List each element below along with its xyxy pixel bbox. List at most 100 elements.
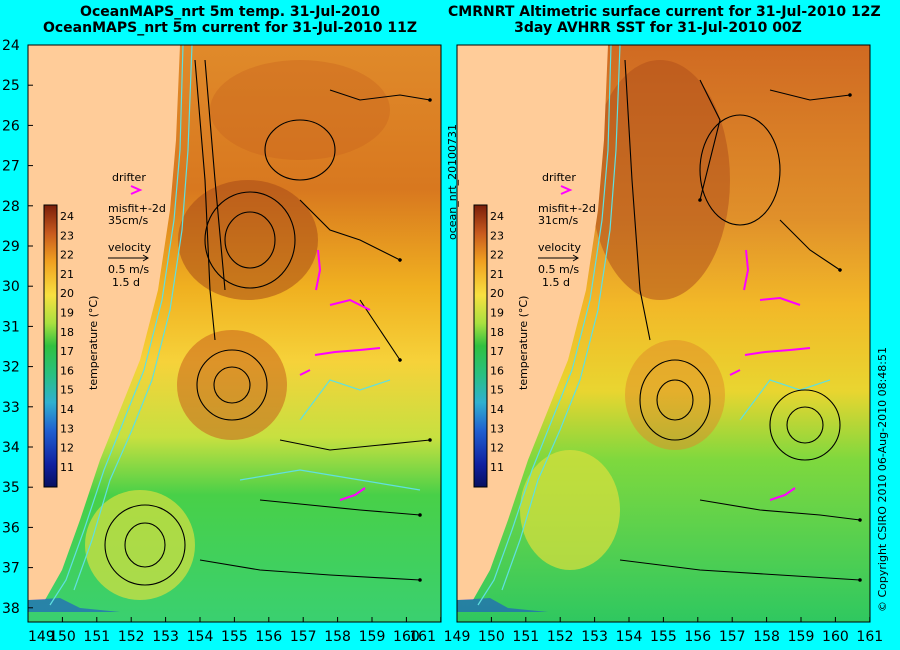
lon-tick-label: 158 [324,629,351,645]
left-drifter-tracks [299,249,381,501]
lon-tick-label: 149 [444,629,471,645]
colorbar-tick-label: 24 [490,210,504,223]
right-current-streamlines [619,59,862,582]
colorbar-tick-label: 23 [490,229,504,242]
left-map-panel: drifter misfit+-2d 35cm/s velocity 0.5 m… [28,44,441,622]
colorbar-tick-label: 12 [60,442,74,455]
lon-tick-label: 159 [788,629,815,645]
left-warm-core [210,60,390,160]
colorbar-tick-label: 16 [490,364,504,377]
colorbar-tick-label: 18 [490,326,504,339]
colorbar-tick-label: 12 [490,442,504,455]
lat-tick-label: 30 [2,279,20,295]
left-cold-corner [28,598,120,612]
lon-tick-label: 150 [49,629,76,645]
left-eddy-southwest [85,490,195,600]
lat-tick-label: 24 [2,38,20,54]
colorbar-tick-label: 13 [490,422,504,435]
left-panel-title: OceanMAPS_nrt 5m temp. 31-Jul-2010 Ocean… [20,4,440,36]
right-drifter-icon [560,185,573,195]
right-misfit-label: misfit+-2d [538,202,596,215]
lon-tick-label: 161 [409,629,436,645]
lon-tick-label: 159 [359,629,386,645]
lat-tick-label: 37 [2,561,20,577]
right-velocity-time: 1.5 d [542,276,570,289]
lon-tick-label: 156 [684,629,711,645]
right-warm-tongue [590,60,730,300]
latitude-axis: 24 25 26 27 28 29 30 31 32 33 34 35 36 37 38 [2,38,33,617]
right-warm-eddy [625,340,725,450]
lat-tick-label: 31 [2,319,20,335]
lat-tick-label: 32 [2,360,20,376]
colorbar-tick-label: 20 [60,287,74,300]
colorbar-tick-label: 13 [60,422,74,435]
lat-tick-label: 25 [2,78,20,94]
colorbar-tick-label: 16 [60,364,74,377]
colorbar-tick-label: 23 [60,229,74,242]
right-drifter-tracks [729,249,811,501]
lon-tick-label: 153 [581,629,608,645]
colorbar-tick-label: 11 [60,461,74,474]
left-title-line2: OceanMAPS_nrt 5m current for 31-Jul-2010… [42,20,417,36]
lon-tick-label: 149 [28,629,55,645]
left-colorbar: 24 23 22 21 20 19 18 17 16 15 14 13 12 11 [43,204,74,488]
lon-tick-label: 151 [83,629,110,645]
lon-tick-label: 155 [221,629,248,645]
right-panel-title: CMRNRT Altimetric surface current for 31… [448,4,881,36]
colorbar-tick-label: 11 [490,461,504,474]
left-drifter-icon [130,185,143,195]
lat-tick-label: 38 [2,601,20,617]
left-current-streamlines [104,59,432,586]
lon-tick-label: 150 [478,629,505,645]
right-drifter-label: drifter [542,171,576,184]
right-title-line1: CMRNRT Altimetric surface current for 31… [448,4,881,20]
right-velocity-scale: 0.5 m/s [538,263,579,276]
lon-tick-label: 161 [856,629,883,645]
lon-tick-label: 156 [255,629,282,645]
colorbar-tick-label: 22 [490,249,504,262]
left-isobaths [49,44,421,606]
colorbar-tick-label: 19 [490,307,504,320]
lon-tick-label: 158 [753,629,780,645]
lat-tick-label: 35 [2,480,20,496]
left-drifter-label: drifter [112,171,146,184]
lon-tick-label: 157 [290,629,317,645]
right-eddy-southwest [520,450,620,570]
right-legend: drifter misfit+-2d 31cm/s velocity 0.5 m… [538,171,596,289]
right-isobaths [477,44,831,606]
left-misfit-label: misfit+-2d [108,202,166,215]
lon-tick-label: 160 [822,629,849,645]
colorbar-tick-label: 18 [60,326,74,339]
left-velocity-time: 1.5 d [112,276,140,289]
right-colorbar: 24 23 22 21 20 19 18 17 16 15 14 13 12 11 [473,204,504,488]
lat-tick-label: 33 [2,400,20,416]
lon-tick-label: 160 [393,629,420,645]
colorbar-tick-label: 14 [490,403,504,416]
copyright-notice: © Copyright CSIRO 2010 06-Aug-2010 08:48… [876,346,889,612]
right-map-panel: drifter misfit+-2d 31cm/s velocity 0.5 m… [457,44,870,622]
left-misfit-speed: 35cm/s [108,214,148,227]
lat-tick-label: 29 [2,239,20,255]
right-velocity-label: velocity [538,241,581,254]
lon-tick-label: 152 [118,629,145,645]
lon-tick-label: 152 [547,629,574,645]
colorbar-tick-label: 21 [490,268,504,281]
left-velocity-label: velocity [108,241,151,254]
colorbar-tick-label: 22 [60,249,74,262]
right-title-line2: 3day AVHRR SST for 31-Jul-2010 00Z [514,20,802,36]
lon-tick-label: 157 [719,629,746,645]
lon-tick-label: 155 [650,629,677,645]
colorbar-tick-label: 20 [490,287,504,300]
left-warm-eddy-south [177,330,287,440]
right-land [457,45,608,600]
lat-tick-label: 26 [2,118,20,134]
left-warm-eddy-north [178,180,318,300]
lon-tick-label: 154 [616,629,643,645]
colorbar-tick-label: 21 [60,268,74,281]
colorbar-tick-label: 17 [490,345,504,358]
lon-tick-label: 153 [152,629,179,645]
left-velocity-scale: 0.5 m/s [108,263,149,276]
lat-tick-label: 27 [2,159,20,175]
